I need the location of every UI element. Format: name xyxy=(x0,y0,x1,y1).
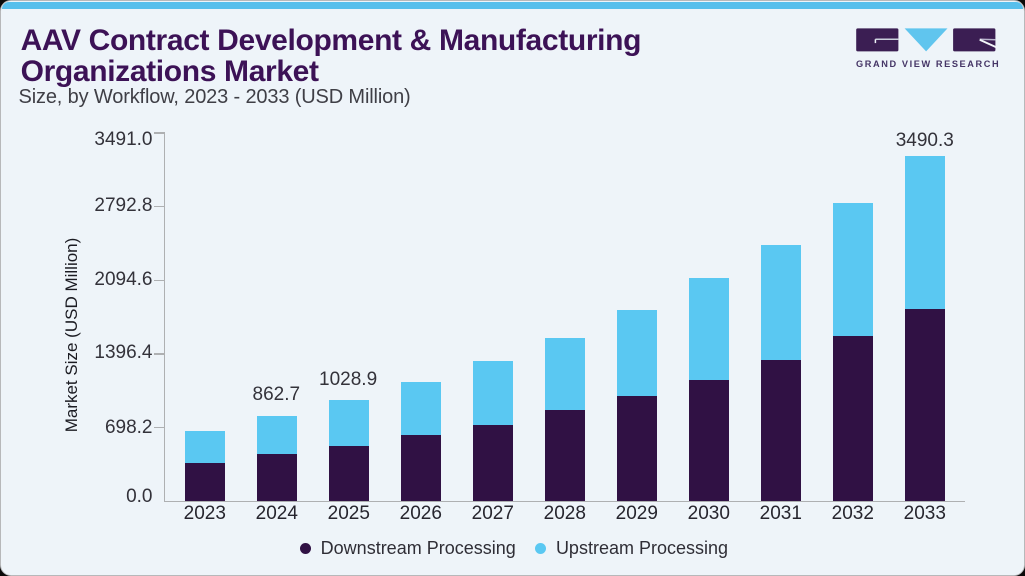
svg-text:GRAND VIEW RESEARCH: GRAND VIEW RESEARCH xyxy=(856,59,1000,69)
